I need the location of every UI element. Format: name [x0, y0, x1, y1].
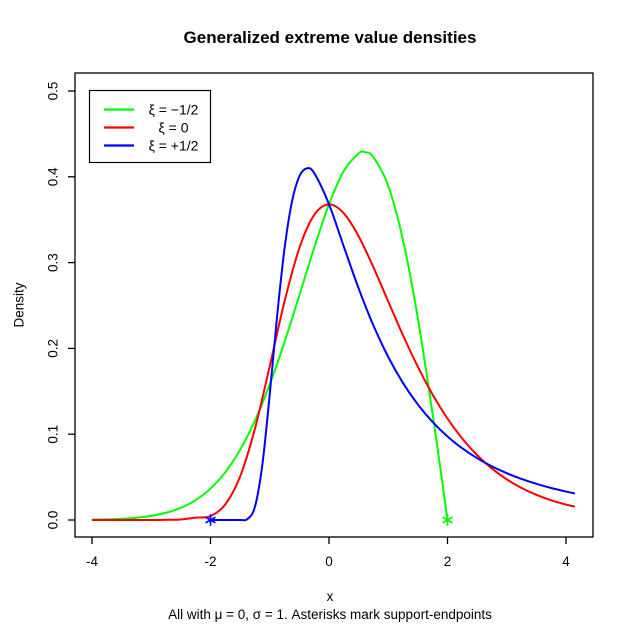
- curve-xi-zero: [91, 203, 576, 522]
- x-tick-label: 4: [562, 554, 570, 569]
- support-endpoint-markers: [205, 514, 453, 526]
- x-axis: -4 -2 0 2 4: [86, 537, 570, 569]
- asterisk-marker: [442, 514, 453, 526]
- legend-entry-xi-zero: ξ = 0: [104, 119, 189, 135]
- x-tick-label: 0: [325, 554, 333, 569]
- curve-xi-plus-half: [210, 167, 576, 522]
- curve-xi-minus-half: [91, 150, 449, 521]
- legend: ξ = −1/2 ξ = 0 ξ = +1/2: [88, 89, 212, 164]
- x-axis-title: x: [327, 589, 334, 604]
- legend-label-xi-plus-half: ξ = +1/2: [149, 137, 199, 153]
- legend-label-xi-zero: ξ = 0: [158, 119, 188, 135]
- y-tick-label: 0.5: [46, 82, 61, 101]
- plot-frame: [74, 72, 594, 538]
- legend-entry-xi-plus-half: ξ = +1/2: [104, 137, 199, 153]
- x-tick-label: -4: [86, 554, 98, 569]
- y-tick-label: 0.1: [46, 425, 61, 444]
- legend-label-xi-minus-half: ξ = −1/2: [149, 101, 199, 117]
- asterisk-arm: [442, 516, 453, 524]
- x-tick-label: 2: [444, 554, 452, 569]
- chart-title: Generalized extreme value densities: [184, 28, 477, 47]
- asterisk-marker: [205, 514, 216, 526]
- y-axis: 0.0 0.1 0.2 0.3 0.4 0.5: [46, 82, 75, 530]
- chart-caption: All with μ = 0, σ = 1. Asterisks mark su…: [168, 607, 492, 622]
- legend-entry-xi-minus-half: ξ = −1/2: [104, 101, 199, 117]
- y-tick-label: 0.0: [46, 511, 61, 530]
- y-tick-label: 0.3: [46, 253, 61, 272]
- asterisk-arm: [205, 516, 216, 524]
- x-tick-label: -2: [204, 554, 216, 569]
- y-tick-label: 0.2: [46, 339, 61, 358]
- y-tick-label: 0.4: [46, 167, 61, 186]
- y-axis-title: Density: [12, 282, 27, 327]
- curves-group: [91, 150, 576, 522]
